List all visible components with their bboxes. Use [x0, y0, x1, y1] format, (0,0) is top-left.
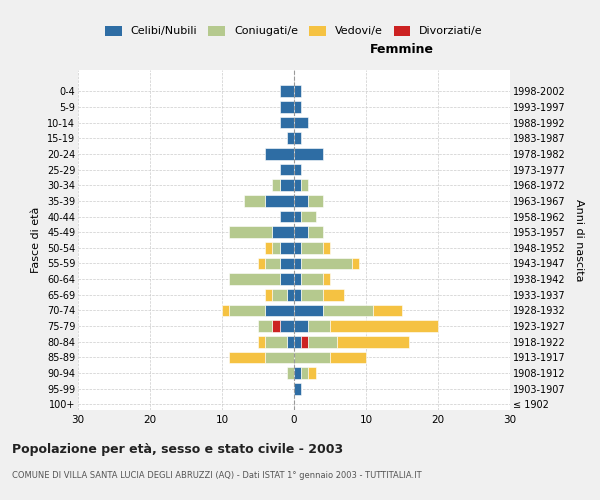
Bar — [330, 320, 438, 332]
Bar — [280, 274, 294, 285]
Bar — [280, 101, 294, 113]
Bar — [301, 180, 308, 191]
Bar — [287, 289, 294, 300]
Bar — [280, 210, 294, 222]
Bar — [323, 274, 330, 285]
Bar — [294, 383, 301, 394]
Text: Popolazione per età, sesso e stato civile - 2003: Popolazione per età, sesso e stato civil… — [12, 442, 343, 456]
Bar — [294, 86, 301, 97]
Bar — [294, 148, 323, 160]
Text: COMUNE DI VILLA SANTA LUCIA DEGLI ABRUZZI (AQ) - Dati ISTAT 1° gennaio 2003 - TU: COMUNE DI VILLA SANTA LUCIA DEGLI ABRUZZ… — [12, 471, 422, 480]
Bar — [308, 226, 323, 238]
Bar — [272, 226, 294, 238]
Bar — [294, 180, 301, 191]
Bar — [280, 320, 294, 332]
Bar — [337, 336, 409, 347]
Bar — [301, 367, 308, 379]
Bar — [301, 336, 308, 347]
Bar — [280, 258, 294, 270]
Bar — [294, 242, 301, 254]
Bar — [294, 226, 308, 238]
Bar — [294, 336, 301, 347]
Bar — [265, 304, 294, 316]
Bar — [301, 289, 323, 300]
Bar — [308, 195, 323, 206]
Bar — [229, 226, 272, 238]
Bar — [265, 242, 272, 254]
Bar — [272, 180, 280, 191]
Bar — [323, 304, 373, 316]
Bar — [280, 242, 294, 254]
Bar — [258, 336, 265, 347]
Bar — [280, 86, 294, 97]
Bar — [244, 195, 265, 206]
Bar — [265, 352, 294, 363]
Bar — [272, 320, 280, 332]
Bar — [294, 289, 301, 300]
Bar — [294, 367, 301, 379]
Bar — [294, 132, 301, 144]
Bar — [301, 210, 316, 222]
Bar — [323, 242, 330, 254]
Bar — [265, 195, 294, 206]
Bar — [294, 210, 301, 222]
Bar — [308, 320, 330, 332]
Bar — [330, 352, 366, 363]
Bar — [265, 336, 287, 347]
Bar — [373, 304, 402, 316]
Bar — [301, 258, 352, 270]
Bar — [294, 320, 308, 332]
Bar — [294, 352, 330, 363]
Bar — [308, 367, 316, 379]
Bar — [301, 274, 323, 285]
Text: Femmine: Femmine — [370, 44, 434, 57]
Legend: Celibi/Nubili, Coniugati/e, Vedovi/e, Divorziati/e: Celibi/Nubili, Coniugati/e, Vedovi/e, Di… — [101, 21, 487, 41]
Bar — [323, 289, 344, 300]
Bar — [308, 336, 337, 347]
Bar — [258, 258, 265, 270]
Bar — [265, 258, 280, 270]
Bar — [294, 117, 308, 128]
Bar — [294, 274, 301, 285]
Bar — [294, 258, 301, 270]
Bar — [280, 117, 294, 128]
Bar — [272, 289, 287, 300]
Bar — [272, 242, 280, 254]
Bar — [280, 180, 294, 191]
Bar — [294, 101, 301, 113]
Bar — [229, 304, 265, 316]
Bar — [294, 195, 308, 206]
Bar — [265, 148, 294, 160]
Bar — [294, 304, 323, 316]
Bar — [280, 164, 294, 175]
Bar — [294, 164, 301, 175]
Bar — [258, 320, 272, 332]
Bar — [222, 304, 229, 316]
Y-axis label: Anni di nascita: Anni di nascita — [574, 198, 584, 281]
Bar — [287, 367, 294, 379]
Bar — [301, 242, 323, 254]
Bar — [287, 336, 294, 347]
Bar — [265, 289, 272, 300]
Bar — [287, 132, 294, 144]
Bar — [352, 258, 359, 270]
Bar — [229, 352, 265, 363]
Bar — [229, 274, 280, 285]
Y-axis label: Fasce di età: Fasce di età — [31, 207, 41, 273]
